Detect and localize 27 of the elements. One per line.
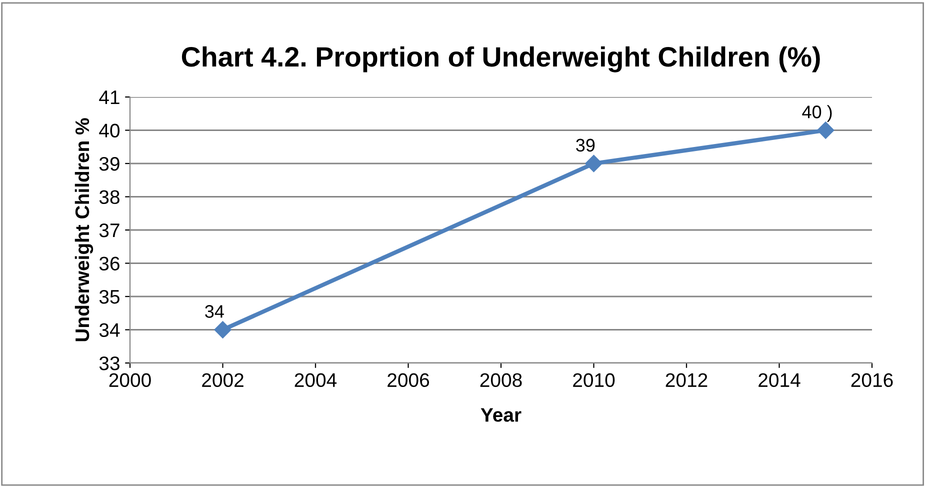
point (817, 122, 834, 139)
x-tick-label: 2006 (388, 373, 430, 388)
y-tick-label: 33 (99, 356, 120, 370)
y-tick-label: 37 (99, 223, 120, 238)
x-tick-label: 2002 (202, 373, 244, 388)
point (214, 321, 232, 338)
y-tick-label: 41 (99, 90, 120, 104)
y-tick-label: 38 (99, 190, 120, 204)
x-tick-label: 2016 (851, 373, 893, 388)
y-tick-label: 40 (99, 124, 120, 138)
chart-title: Chart 4.2. Proprtion of Underweight Children (%) (182, 46, 820, 72)
y-axis-title: Underweight Children % (74, 118, 94, 342)
point (585, 154, 602, 172)
x-tick-label: 2004 (294, 373, 337, 388)
x-tick-label: 2010 (573, 373, 615, 388)
data-label: 40 ) (802, 105, 832, 122)
y-tick-label: 34 (99, 323, 120, 337)
y-tick-label: 36 (99, 256, 120, 270)
x-tick-label: 2008 (480, 373, 522, 388)
data-label: 34 (205, 305, 224, 318)
x-tick-label: 2000 (109, 373, 151, 388)
y-tick-label: 39 (99, 156, 120, 171)
x-axis-title: Year (480, 408, 522, 422)
y-tick-label: 35 (99, 290, 120, 304)
data-label: 39 (576, 138, 595, 152)
x-tick-label: 2014 (758, 373, 800, 388)
x-tick-label: 2012 (666, 373, 708, 388)
